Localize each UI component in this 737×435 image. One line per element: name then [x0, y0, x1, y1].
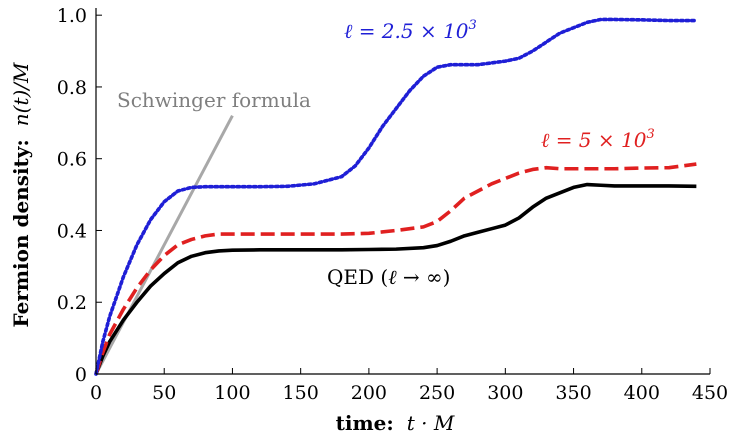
annotation-red-main: ℓ = 5 × 10	[541, 128, 647, 152]
annotation-qed-prefix: QED (	[327, 265, 388, 289]
annotation-blue-main: ℓ = 2.5 × 10	[344, 19, 469, 43]
x-tick-label: 200	[351, 382, 387, 404]
annotation-blue-exponent: 3	[469, 18, 477, 33]
annotation-qed-suffix: )	[443, 265, 451, 289]
annotation-red-exponent: 3	[646, 127, 654, 142]
y-tick-label: 1.0	[57, 5, 87, 27]
y-tick-label: 0.8	[57, 77, 87, 99]
y-axis-title: Fermion density: n(t)/M	[9, 62, 33, 328]
series-qed-solid-line	[94, 182, 697, 375]
series-blue-dotted-line	[94, 17, 699, 376]
x-axis-title-math: t · M	[407, 411, 455, 435]
series-layer	[94, 17, 699, 376]
x-tick-label: 350	[555, 382, 591, 404]
x-tick-label: 400	[624, 382, 660, 404]
x-tick-label: 300	[487, 382, 523, 404]
y-axis-title-bold: Fermion density:	[9, 139, 33, 327]
x-tick-label: 150	[283, 382, 319, 404]
x-tick-label: 450	[692, 382, 728, 404]
x-axis-title-bold: time:	[336, 411, 394, 435]
x-tick-label: 50	[152, 382, 176, 404]
x-tick-label: 0	[90, 382, 102, 404]
y-tick-label: 0.2	[57, 292, 87, 314]
x-axis-title: time: t · M	[336, 411, 455, 435]
series-red-dashed-line	[94, 162, 697, 375]
y-tick-label: 0.4	[57, 220, 87, 242]
y-tick-label: 0	[75, 364, 87, 386]
x-axis-ticks: 0 50 100 150 200 250 300 350 400 450	[90, 368, 728, 404]
axes-frame	[95, 8, 710, 375]
annotation-red-series: ℓ = 5 × 103	[541, 127, 655, 152]
series-schwinger-line	[94, 114, 234, 375]
y-tick-label: 0.6	[57, 149, 87, 171]
x-tick-label: 250	[419, 382, 455, 404]
annotation-blue-series: ℓ = 2.5 × 103	[344, 18, 477, 43]
y-axis-ticks: 0 0.2 0.4 0.6 0.8 1.0	[57, 5, 102, 386]
annotation-schwinger: Schwinger formula	[117, 88, 311, 112]
y-axis-title-math: n(t)/M	[9, 62, 33, 126]
annotation-qed-math: ℓ → ∞	[388, 265, 442, 289]
x-tick-label: 100	[214, 382, 250, 404]
annotation-qed-series: QED (ℓ → ∞)	[327, 265, 450, 289]
